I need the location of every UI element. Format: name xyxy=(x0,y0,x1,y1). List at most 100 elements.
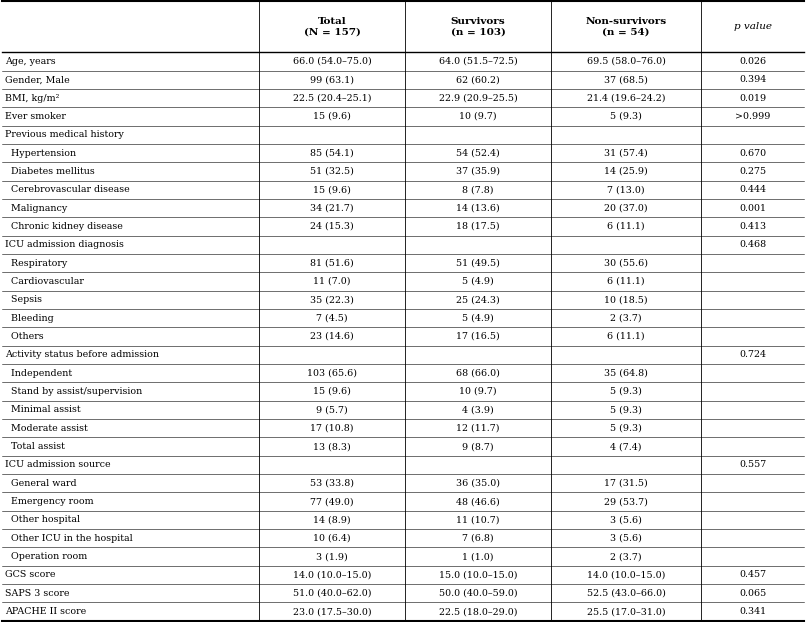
Text: 5 (9.3): 5 (9.3) xyxy=(610,406,642,414)
Text: 85 (54.1): 85 (54.1) xyxy=(310,149,354,157)
Text: Gender, Male: Gender, Male xyxy=(5,75,69,84)
Text: Others: Others xyxy=(5,332,44,341)
Text: Respiratory: Respiratory xyxy=(5,259,67,267)
Text: 48 (46.6): 48 (46.6) xyxy=(456,497,500,506)
Text: ICU admission diagnosis: ICU admission diagnosis xyxy=(5,240,123,249)
Text: 3 (5.6): 3 (5.6) xyxy=(610,516,642,524)
Text: 31 (57.4): 31 (57.4) xyxy=(604,149,648,157)
Text: 64.0 (51.5–72.5): 64.0 (51.5–72.5) xyxy=(438,57,517,66)
Text: 62 (60.2): 62 (60.2) xyxy=(456,75,500,84)
Text: 51.0 (40.0–62.0): 51.0 (40.0–62.0) xyxy=(293,589,372,598)
Text: 14.0 (10.0–15.0): 14.0 (10.0–15.0) xyxy=(587,570,666,580)
Text: Cerebrovascular disease: Cerebrovascular disease xyxy=(5,185,130,194)
Text: Bleeding: Bleeding xyxy=(5,313,53,323)
Text: Minimal assist: Minimal assist xyxy=(5,406,81,414)
Text: 5 (4.9): 5 (4.9) xyxy=(463,313,494,323)
Text: 4 (7.4): 4 (7.4) xyxy=(610,442,642,451)
Text: 53 (33.8): 53 (33.8) xyxy=(310,479,354,488)
Text: 17 (31.5): 17 (31.5) xyxy=(604,479,648,488)
Text: 17 (16.5): 17 (16.5) xyxy=(456,332,500,341)
Text: 54 (52.4): 54 (52.4) xyxy=(456,149,500,157)
Text: 15 (9.6): 15 (9.6) xyxy=(314,387,351,396)
Text: 52.5 (43.0–66.0): 52.5 (43.0–66.0) xyxy=(587,589,666,598)
Text: 22.5 (18.0–29.0): 22.5 (18.0–29.0) xyxy=(439,607,517,616)
Text: 15 (9.6): 15 (9.6) xyxy=(314,112,351,121)
Text: Independent: Independent xyxy=(5,369,72,378)
Text: 10 (9.7): 10 (9.7) xyxy=(459,112,497,121)
Text: 5 (9.3): 5 (9.3) xyxy=(610,424,642,433)
Text: 0.444: 0.444 xyxy=(739,185,767,194)
Text: GCS score: GCS score xyxy=(5,570,56,580)
Text: 9 (5.7): 9 (5.7) xyxy=(316,406,348,414)
Text: 0.065: 0.065 xyxy=(739,589,767,598)
Text: 14 (8.9): 14 (8.9) xyxy=(314,516,351,524)
Text: 17 (10.8): 17 (10.8) xyxy=(310,424,354,433)
Text: 23.0 (17.5–30.0): 23.0 (17.5–30.0) xyxy=(293,607,372,616)
Text: BMI, kg/m²: BMI, kg/m² xyxy=(5,93,59,103)
Text: 9 (8.7): 9 (8.7) xyxy=(463,442,494,451)
Text: 10 (9.7): 10 (9.7) xyxy=(459,387,497,396)
Text: 6 (11.1): 6 (11.1) xyxy=(608,222,645,231)
Text: 68 (66.0): 68 (66.0) xyxy=(456,369,500,378)
Text: Ever smoker: Ever smoker xyxy=(5,112,66,121)
Text: 14 (13.6): 14 (13.6) xyxy=(456,203,500,213)
Text: 51 (32.5): 51 (32.5) xyxy=(310,167,354,176)
Text: SAPS 3 score: SAPS 3 score xyxy=(5,589,69,598)
Text: 13 (8.3): 13 (8.3) xyxy=(314,442,351,451)
Text: 0.468: 0.468 xyxy=(739,240,767,249)
Text: 22.9 (20.9–25.5): 22.9 (20.9–25.5) xyxy=(438,93,517,103)
Text: Chronic kidney disease: Chronic kidney disease xyxy=(5,222,123,231)
Text: 25.5 (17.0–31.0): 25.5 (17.0–31.0) xyxy=(587,607,666,616)
Text: 29 (53.7): 29 (53.7) xyxy=(604,497,648,506)
Text: 8 (7.8): 8 (7.8) xyxy=(463,185,494,194)
Text: Malignancy: Malignancy xyxy=(5,203,67,213)
Text: 5 (4.9): 5 (4.9) xyxy=(463,277,494,286)
Text: 81 (51.6): 81 (51.6) xyxy=(310,259,354,267)
Text: 10 (6.4): 10 (6.4) xyxy=(314,534,351,543)
Text: 69.5 (58.0–76.0): 69.5 (58.0–76.0) xyxy=(587,57,666,66)
Text: 35 (64.8): 35 (64.8) xyxy=(604,369,648,378)
Text: 7 (13.0): 7 (13.0) xyxy=(608,185,645,194)
Text: Stand by assist/supervision: Stand by assist/supervision xyxy=(5,387,142,396)
Text: ICU admission source: ICU admission source xyxy=(5,460,110,470)
Text: 0.724: 0.724 xyxy=(739,350,767,360)
Text: 50.0 (40.0–59.0): 50.0 (40.0–59.0) xyxy=(438,589,517,598)
Text: 30 (55.6): 30 (55.6) xyxy=(604,259,648,267)
Text: 5 (9.3): 5 (9.3) xyxy=(610,112,642,121)
Text: APACHE II score: APACHE II score xyxy=(5,607,86,616)
Text: 1 (1.0): 1 (1.0) xyxy=(463,552,494,561)
Text: Total assist: Total assist xyxy=(5,442,64,451)
Text: 37 (68.5): 37 (68.5) xyxy=(604,75,648,84)
Text: Diabetes mellitus: Diabetes mellitus xyxy=(5,167,94,176)
Text: 0.394: 0.394 xyxy=(739,75,767,84)
Text: Cardiovascular: Cardiovascular xyxy=(5,277,84,286)
Text: 2 (3.7): 2 (3.7) xyxy=(610,552,642,561)
Text: 0.557: 0.557 xyxy=(739,460,767,470)
Text: 3 (1.9): 3 (1.9) xyxy=(316,552,348,561)
Text: 0.457: 0.457 xyxy=(739,570,767,580)
Text: 12 (11.7): 12 (11.7) xyxy=(456,424,500,433)
Text: Age, years: Age, years xyxy=(5,57,56,66)
Text: Survivors
(n = 103): Survivors (n = 103) xyxy=(451,17,505,37)
Text: 2 (3.7): 2 (3.7) xyxy=(610,313,642,323)
Text: 35 (22.3): 35 (22.3) xyxy=(310,295,354,304)
Text: 4 (3.9): 4 (3.9) xyxy=(463,406,494,414)
Text: Other ICU in the hospital: Other ICU in the hospital xyxy=(5,534,132,543)
Text: 3 (5.6): 3 (5.6) xyxy=(610,534,642,543)
Text: 0.026: 0.026 xyxy=(739,57,767,66)
Text: 0.670: 0.670 xyxy=(739,149,767,157)
Text: 103 (65.6): 103 (65.6) xyxy=(307,369,357,378)
Text: 77 (49.0): 77 (49.0) xyxy=(310,497,354,506)
Text: 66.0 (54.0–75.0): 66.0 (54.0–75.0) xyxy=(293,57,372,66)
Text: 34 (21.7): 34 (21.7) xyxy=(310,203,354,213)
Text: Hypertension: Hypertension xyxy=(5,149,76,157)
Text: 10 (18.5): 10 (18.5) xyxy=(604,295,648,304)
Text: 0.001: 0.001 xyxy=(739,203,767,213)
Text: 0.413: 0.413 xyxy=(739,222,767,231)
Text: 18 (17.5): 18 (17.5) xyxy=(456,222,500,231)
Text: Operation room: Operation room xyxy=(5,552,87,561)
Text: 0.341: 0.341 xyxy=(739,607,767,616)
Text: >0.999: >0.999 xyxy=(735,112,771,121)
Text: Emergency room: Emergency room xyxy=(5,497,93,506)
Text: Previous medical history: Previous medical history xyxy=(5,130,123,139)
